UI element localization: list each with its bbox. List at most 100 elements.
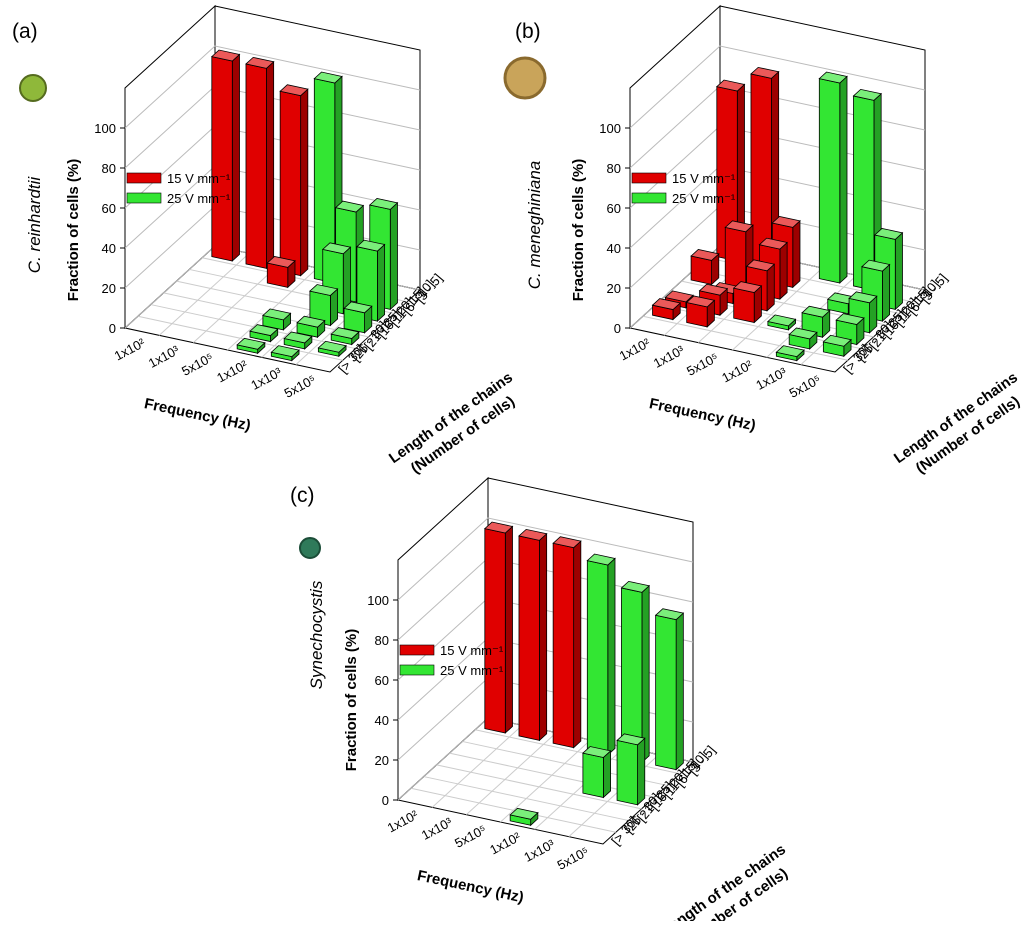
bar-side: [638, 738, 645, 805]
y-tick-label: 80: [102, 161, 116, 176]
bar-side: [301, 89, 308, 276]
bar-top: [578, 829, 606, 840]
bar: [708, 335, 736, 346]
bar: [583, 747, 611, 798]
bar-side: [390, 203, 397, 310]
bar-top: [536, 791, 564, 802]
bar: [408, 792, 436, 803]
bar-side: [840, 76, 847, 283]
bar: [173, 285, 201, 296]
bar-side: [232, 54, 239, 261]
bar-top: [502, 784, 530, 795]
bar-top: [242, 300, 270, 311]
bar: [674, 328, 702, 339]
bar-top: [216, 323, 244, 334]
bar: [502, 784, 530, 795]
bar: [768, 315, 796, 330]
bar-front: [734, 288, 755, 322]
bar: [819, 72, 847, 283]
panel-label: (c): [290, 484, 315, 507]
bar-top: [148, 309, 176, 320]
bar: [721, 323, 749, 334]
bar-side: [377, 245, 384, 322]
bar-top: [408, 792, 436, 803]
bar-top: [186, 273, 214, 284]
bar: [489, 795, 517, 806]
bar-top: [708, 335, 736, 346]
legend-label: 25 V mm⁻¹: [167, 191, 231, 206]
bar: [207, 293, 235, 304]
bar: [203, 335, 231, 346]
bar: [344, 302, 372, 333]
bar-top: [135, 320, 163, 331]
bar-top: [544, 822, 572, 833]
y-tick-label: 20: [102, 281, 116, 296]
bar: [267, 256, 295, 287]
bar-side: [676, 613, 683, 770]
bar: [578, 829, 606, 840]
bar: [212, 50, 240, 261]
bar-front: [212, 57, 233, 261]
bar: [216, 323, 244, 334]
bar: [148, 309, 176, 320]
bar: [442, 800, 470, 811]
bar: [493, 753, 521, 764]
species-name: Synechocystis: [307, 580, 326, 689]
bar: [742, 342, 770, 353]
x-tick-label: 5x10⁵: [787, 372, 824, 401]
x-tick-label: 1x10²: [487, 829, 523, 858]
y-tick-label: 40: [375, 713, 389, 728]
bar-top: [207, 293, 235, 304]
x-tick-label: 1x10³: [419, 814, 455, 843]
bar-side: [895, 233, 902, 310]
y-tick-label: 60: [375, 673, 389, 688]
bar: [734, 282, 762, 323]
bar: [220, 281, 248, 292]
bar-top: [794, 295, 822, 306]
bar: [480, 765, 508, 776]
figure: (a)C. reinhardtiiFraction of cells (%)02…: [0, 0, 1021, 921]
y-axis-label: Fraction of cells (%): [570, 159, 587, 302]
bar: [776, 346, 804, 361]
x-tick-label: 1x10²: [385, 807, 421, 836]
y-tick-label: 100: [94, 121, 116, 136]
bar: [242, 300, 270, 311]
bar-top: [455, 788, 483, 799]
bar-top: [433, 769, 461, 780]
bar-top: [557, 810, 585, 821]
bar-front: [246, 64, 267, 268]
bar: [519, 529, 547, 740]
bar-top: [591, 817, 619, 828]
bar-top: [160, 297, 188, 308]
bar: [305, 357, 333, 368]
y-axis-label: Fraction of cells (%): [65, 159, 82, 302]
bar-top: [806, 284, 834, 295]
bar-top: [472, 734, 500, 745]
bar-top: [742, 342, 770, 353]
x-tick-label: 1x10³: [146, 342, 182, 371]
legend-label: 15 V mm⁻¹: [672, 171, 736, 186]
bar: [237, 338, 265, 353]
bar-top: [173, 285, 201, 296]
bar: [271, 346, 299, 361]
bar: [789, 328, 817, 349]
bar-top: [549, 779, 577, 790]
bar-front: [617, 740, 638, 804]
bar: [587, 554, 615, 755]
bar-top: [721, 323, 749, 334]
bar-side: [539, 534, 546, 741]
bar: [455, 788, 483, 799]
panel-label: (a): [12, 20, 38, 43]
species-name: C. reinhardtii: [25, 176, 44, 274]
bar-top: [480, 765, 508, 776]
bar: [687, 296, 715, 327]
bar-top: [254, 288, 282, 299]
bar-front: [553, 543, 574, 747]
legend-swatch: [400, 645, 434, 655]
bar: [195, 304, 223, 315]
bar: [755, 331, 783, 342]
legend-label: 25 V mm⁻¹: [440, 663, 504, 678]
bar-top: [169, 328, 197, 339]
bar: [549, 779, 577, 790]
bar-side: [608, 558, 615, 755]
